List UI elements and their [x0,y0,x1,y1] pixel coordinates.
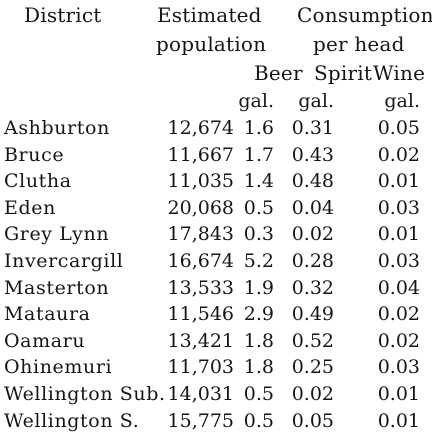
spirit-cell: 0.04 [291,196,334,219]
header-estimated: Estimated [157,3,262,27]
spirit-cell: 0.05 [291,409,334,432]
spirit-cell: 0.48 [291,170,334,193]
header-wine: Wine [373,61,426,85]
district-name: Eden [4,196,56,219]
district-name: Bruce [4,143,65,166]
spirit-cell: 0.49 [291,303,334,326]
population-cell: 17,843 [167,223,234,246]
beer-cell: 5.2 [243,250,274,272]
population-cell: 12,674 [167,117,234,139]
population-cell: 11,546 [167,303,234,326]
beer-cell: 0.5 [243,196,274,219]
district-name: Grey Lynn [4,223,110,246]
wine-cell: 0.03 [377,196,420,219]
spirit-cell: 0.52 [291,329,334,352]
district-name: Mataura [4,303,91,326]
beer-cell: 1.4 [243,170,274,193]
spirit-cell: 0.02 [291,383,334,405]
wine-cell: 0.03 [377,356,420,379]
beer-cell: 0.5 [243,383,274,405]
header-population: population [156,32,267,56]
beer-cell: 1.8 [243,356,274,379]
wine-cell: 0.01 [377,223,420,246]
population-cell: 13,533 [167,276,234,299]
wine-cell: 0.05 [377,117,420,139]
beer-cell: 1.8 [243,329,274,352]
spirit-cell: 0.28 [291,250,334,272]
district-name: Wellington S. [4,409,140,432]
wine-cell: 0.04 [377,276,420,299]
district-name: Wellington Sub. [4,383,166,405]
header-per-head: per head [313,32,405,56]
population-cell: 14,031 [167,383,234,405]
wine-cell: 0.02 [377,143,420,166]
beer-cell: 2.9 [243,303,274,326]
district-name: Ashburton [4,117,110,139]
unit-spirit: gal. [298,90,334,112]
district-name: Invercargill [4,250,124,272]
district-name: Masterton [4,276,110,299]
beer-cell: 1.9 [243,276,274,299]
population-cell: 11,703 [167,356,234,379]
unit-wine: gal. [384,90,420,112]
population-cell: 11,035 [167,170,234,193]
population-cell: 13,421 [167,329,234,352]
wine-cell: 0.02 [377,329,420,352]
beer-cell: 1.6 [243,117,274,139]
wine-cell: 0.03 [377,250,420,272]
header-spirit: Spirit [314,61,373,85]
wine-cell: 0.02 [377,303,420,326]
wine-cell: 0.01 [377,409,420,432]
spirit-cell: 0.32 [291,276,334,299]
population-cell: 15,775 [167,409,234,432]
spirit-cell: 0.02 [291,223,334,246]
header-district: District [24,3,102,27]
population-cell: 20,068 [167,196,234,219]
district-name: Clutha [4,170,72,193]
beer-cell: 0.3 [243,223,274,246]
header-beer: Beer [254,61,303,85]
district-name: Oamaru [4,329,86,352]
wine-cell: 0.01 [377,170,420,193]
beer-cell: 0.5 [243,409,274,432]
spirit-cell: 0.31 [291,117,334,139]
beer-cell: 1.7 [243,143,274,166]
spirit-cell: 0.25 [291,356,334,379]
unit-beer: gal. [238,90,274,112]
population-cell: 16,674 [167,250,234,272]
population-cell: 11,667 [167,143,234,166]
district-name: Ohinemuri [4,356,113,379]
wine-cell: 0.01 [377,383,420,405]
header-consumption: Consumption [297,3,432,27]
spirit-cell: 0.43 [291,143,334,166]
